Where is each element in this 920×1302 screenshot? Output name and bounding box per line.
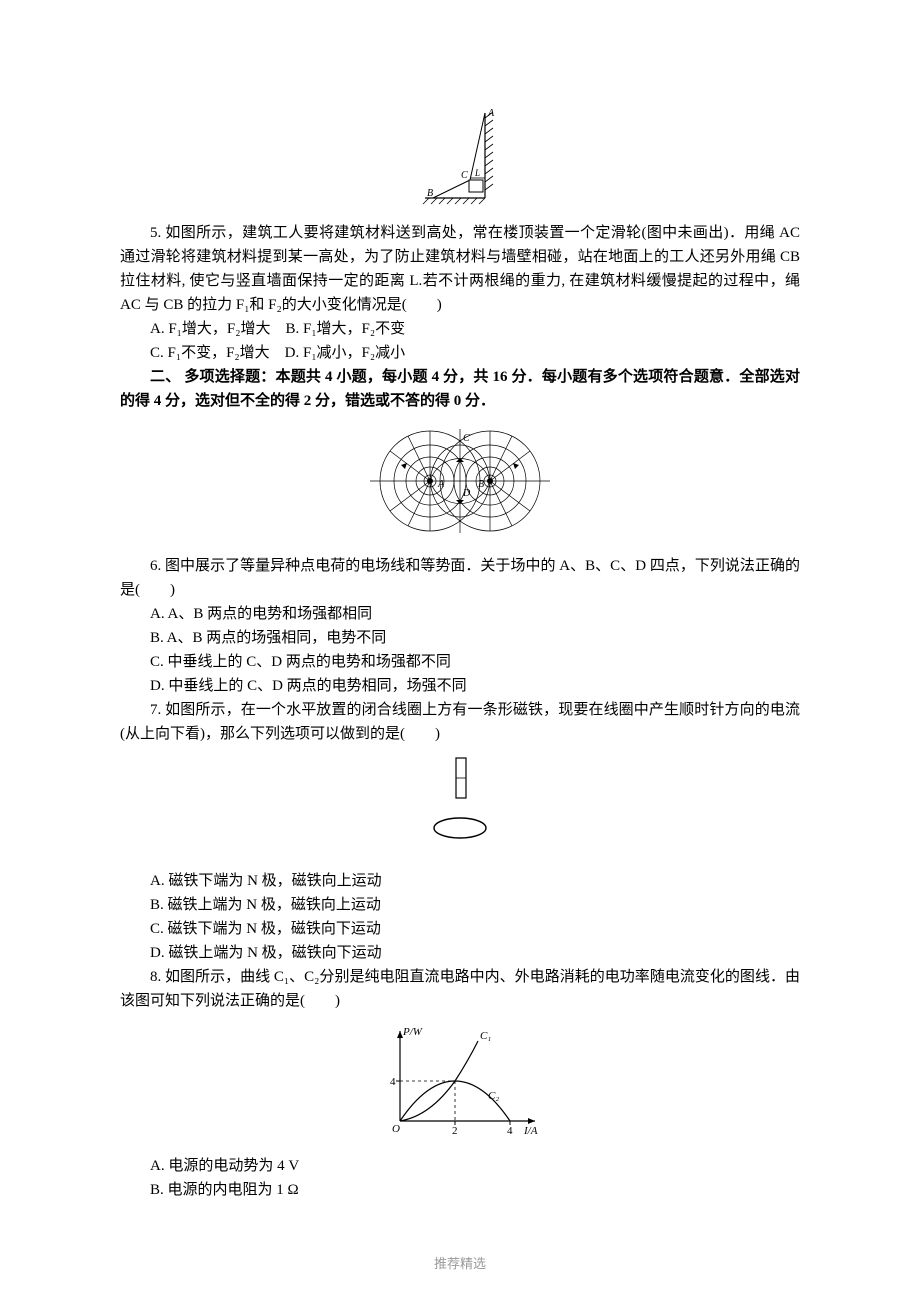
q7-optD: D. 磁铁上端为 N 极，磁铁向下运动 (120, 941, 800, 965)
label-C: C (461, 170, 468, 181)
dipole-field-diagram: C D A B (360, 421, 560, 541)
q8-optB: B. 电源的内电阻为 1 Ω (120, 1178, 800, 1202)
page-footer: 推荐精选 (0, 1253, 920, 1272)
q7-optC: C. 磁铁下端为 N 极，磁铁向下运动 (120, 917, 800, 941)
label-B: B (478, 479, 484, 490)
q6-optA: A. A、B 两点的电势和场强都相同 (120, 602, 800, 626)
label-D: D (462, 488, 471, 499)
pulley-wall-diagram: A B C L (415, 108, 505, 208)
q7-optA: A. 磁铁下端为 N 极，磁铁向上运动 (120, 869, 800, 893)
q7-text: 7. 如图所示，在一个水平放置的闭合线圈上方有一条形磁铁，现要在线圈中产生顺时针… (120, 698, 800, 746)
q6-optB: B. A、B 两点的场强相同，电势不同 (120, 626, 800, 650)
q6-optC: C. 中垂线上的 C、D 两点的电势和场强都不同 (120, 650, 800, 674)
xtick-2: 2 (452, 1125, 458, 1137)
label-A: A (437, 479, 445, 490)
figure-q7 (120, 756, 800, 851)
label-A: A (487, 108, 495, 119)
figure-q8: P/W I/A C₁ C₂ 4 2 4 O (120, 1021, 800, 1146)
q6-optD: D. 中垂线上的 C、D 两点的电势相同，场强不同 (120, 674, 800, 698)
curve-c1-label: C₁ (480, 1030, 491, 1042)
section2-heading: 二、 多项选择题：本题共 4 小题，每小题 4 分，共 16 分．每小题有多个选… (120, 365, 800, 413)
label-B: B (427, 188, 433, 199)
origin-label: O (392, 1123, 400, 1135)
curve-c2-label: C₂ (488, 1090, 499, 1102)
axis-x-label: I/A (523, 1125, 538, 1137)
label-L: L (474, 168, 480, 178)
q8-text: 8. 如图所示，曲线 C₁、C₂分别是纯电阻直流电路中内、外电路消耗的电功率随电… (120, 965, 800, 1013)
q6-text: 6. 图中展示了等量异种点电荷的电场线和等势面．关于场中的 A、B、C、D 四点… (120, 554, 800, 602)
document-page: A B C L 5. 如图所示，建筑工人要将建筑材料送到高处，常在楼顶装置一个定… (0, 0, 920, 1302)
q5-options-line1: A. F₁增大，F₂增大 B. F₁增大，F₂不变 (120, 317, 800, 341)
q5-options-line2: C. F₁不变，F₂增大 D. F₁减小，F₂减小 (120, 341, 800, 365)
q7-optB: B. 磁铁上端为 N 极，磁铁向上运动 (120, 893, 800, 917)
power-current-chart: P/W I/A C₁ C₂ 4 2 4 O (370, 1021, 550, 1141)
q5-text: 5. 如图所示，建筑工人要将建筑材料送到高处，常在楼顶装置一个定滑轮(图中未画出… (120, 221, 800, 317)
label-C: C (463, 433, 470, 444)
axis-y-label: P/W (402, 1026, 423, 1038)
magnet-coil-diagram (420, 756, 500, 846)
xtick-4: 4 (507, 1125, 513, 1137)
figure-q5: A B C L (120, 108, 800, 213)
q8-optA: A. 电源的电动势为 4 V (120, 1154, 800, 1178)
figure-q6: C D A B (120, 421, 800, 546)
ytick-4: 4 (390, 1076, 396, 1088)
